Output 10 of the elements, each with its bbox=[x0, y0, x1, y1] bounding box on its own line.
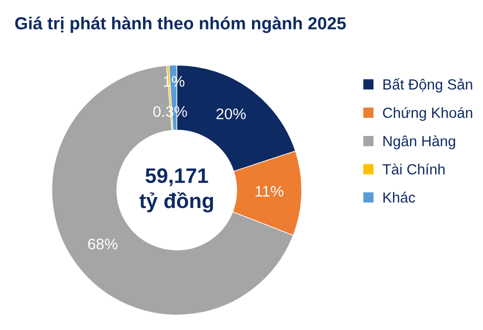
legend-label: Bất Động Sản bbox=[383, 78, 472, 92]
legend-label: Tài Chính bbox=[382, 164, 445, 174]
legend-label: Ngân Hàng bbox=[383, 135, 456, 150]
legend-label: Khác bbox=[383, 192, 416, 203]
text: 59,171 tỷ đồng bbox=[139, 168, 213, 212]
chart-title: Giá trị phát hành theo nhóm ngành 2025 bbox=[15, 16, 346, 33]
data-label: 20% bbox=[216, 108, 246, 120]
data-label: 68% bbox=[88, 238, 118, 250]
legend-label: Chứng Khoán bbox=[383, 107, 472, 121]
data-label: 11% bbox=[256, 186, 284, 197]
